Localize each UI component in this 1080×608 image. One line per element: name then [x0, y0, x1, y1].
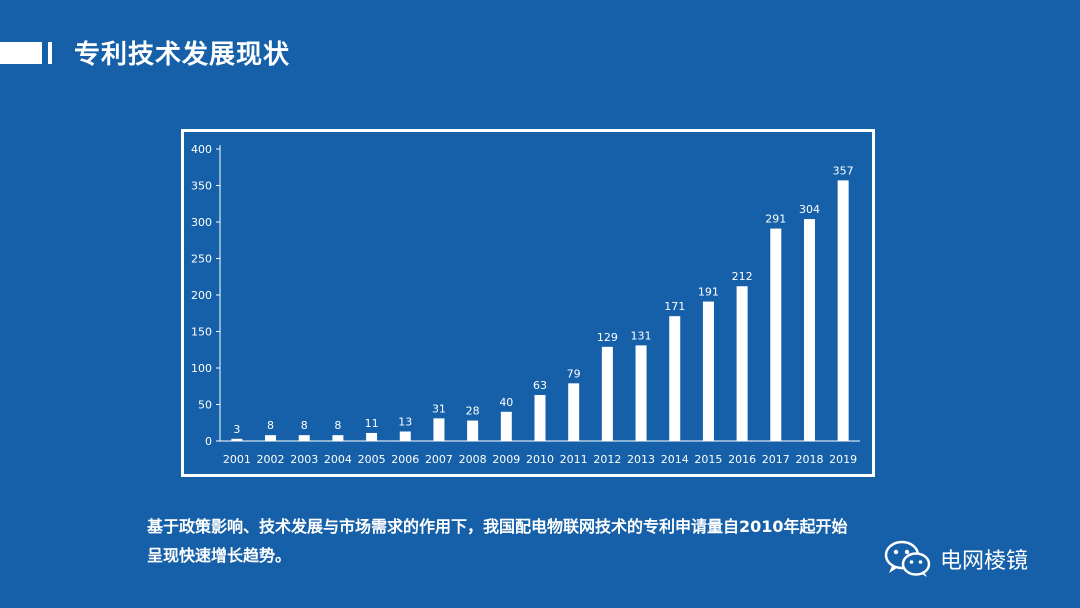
data-label: 28 — [466, 405, 480, 418]
data-label: 357 — [833, 164, 854, 177]
bar — [500, 411, 512, 441]
page-title: 专利技术发展现状 — [74, 40, 291, 70]
caption-line-1: 基于政策影响、技术发展与市场需求的作用下，我国配电物联网技术的专利申请量自201… — [147, 517, 848, 536]
data-label: 31 — [432, 402, 446, 415]
data-label: 3 — [233, 423, 240, 436]
data-label: 131 — [631, 329, 652, 342]
data-label: 129 — [597, 331, 618, 344]
wechat-icon — [884, 540, 931, 577]
x-tick-label: 2016 — [728, 453, 756, 466]
brand: 电网棱镜 — [884, 540, 1028, 578]
x-tick-label: 2004 — [324, 453, 352, 466]
x-tick-label: 2007 — [425, 453, 453, 466]
bar — [803, 219, 815, 441]
bar — [736, 286, 748, 441]
y-tick-label: 100 — [191, 362, 212, 375]
x-tick-label: 2001 — [223, 453, 251, 466]
data-label: 291 — [765, 213, 786, 226]
brand-name: 电网棱镜 — [940, 549, 1029, 574]
x-tick-label: 2010 — [526, 453, 554, 466]
x-tick-label: 2008 — [459, 453, 487, 466]
bar — [366, 432, 378, 441]
caption-line-2: 呈现快速增长趋势。 — [147, 546, 292, 565]
data-label: 191 — [698, 286, 719, 299]
bar — [770, 228, 782, 441]
y-tick-label: 400 — [191, 143, 212, 156]
x-tick-label: 2013 — [627, 453, 655, 466]
bar — [298, 435, 310, 441]
bar — [669, 316, 681, 441]
bar — [837, 180, 849, 441]
title-accent-block — [0, 42, 42, 64]
x-tick-label: 2006 — [391, 453, 419, 466]
bar — [467, 420, 479, 441]
bar — [568, 383, 580, 441]
y-tick-label: 200 — [191, 289, 212, 302]
bar — [702, 301, 714, 441]
data-label: 8 — [301, 419, 308, 432]
title-accent-line — [48, 42, 52, 64]
x-tick-label: 2019 — [829, 453, 857, 466]
x-tick-label: 2012 — [593, 453, 621, 466]
data-label: 63 — [533, 379, 547, 392]
bar — [399, 431, 411, 441]
caption: 基于政策影响、技术发展与市场需求的作用下，我国配电物联网技术的专利申请量自201… — [147, 512, 947, 570]
data-label: 79 — [567, 367, 581, 380]
bar — [635, 345, 647, 441]
y-tick-label: 300 — [191, 216, 212, 229]
data-label: 212 — [732, 270, 753, 283]
data-label: 171 — [664, 300, 685, 313]
x-tick-label: 2018 — [795, 453, 823, 466]
x-tick-label: 2011 — [560, 453, 588, 466]
bar — [231, 438, 243, 441]
x-tick-label: 2002 — [257, 453, 285, 466]
bar-chart: 0 50 100 150 200 250 300 350 400 3 2001 8 2002 8 2003 8… — [191, 143, 860, 466]
y-tick-label: 50 — [198, 399, 212, 412]
data-label: 13 — [398, 416, 412, 429]
y-tick-label: 0 — [205, 435, 212, 448]
bar — [332, 435, 344, 441]
x-tick-label: 2017 — [762, 453, 790, 466]
data-label: 8 — [267, 419, 274, 432]
y-tick-label: 350 — [191, 180, 212, 193]
chart-frame: 0 50 100 150 200 250 300 350 400 3 2001 8 2002 8 2003 8… — [181, 129, 875, 477]
x-tick-label: 2005 — [358, 453, 386, 466]
bar — [433, 418, 445, 441]
bar — [534, 395, 546, 441]
x-tick-label: 2009 — [492, 453, 520, 466]
x-tick-label: 2003 — [290, 453, 318, 466]
bar — [265, 435, 277, 441]
x-tick-label: 2015 — [694, 453, 722, 466]
bar — [601, 346, 613, 441]
data-label: 8 — [334, 419, 341, 432]
data-label: 304 — [799, 203, 820, 216]
y-tick-label: 250 — [191, 253, 212, 266]
y-tick-label: 150 — [191, 326, 212, 339]
data-label: 40 — [499, 396, 513, 409]
data-label: 11 — [365, 417, 379, 430]
x-tick-label: 2014 — [661, 453, 689, 466]
